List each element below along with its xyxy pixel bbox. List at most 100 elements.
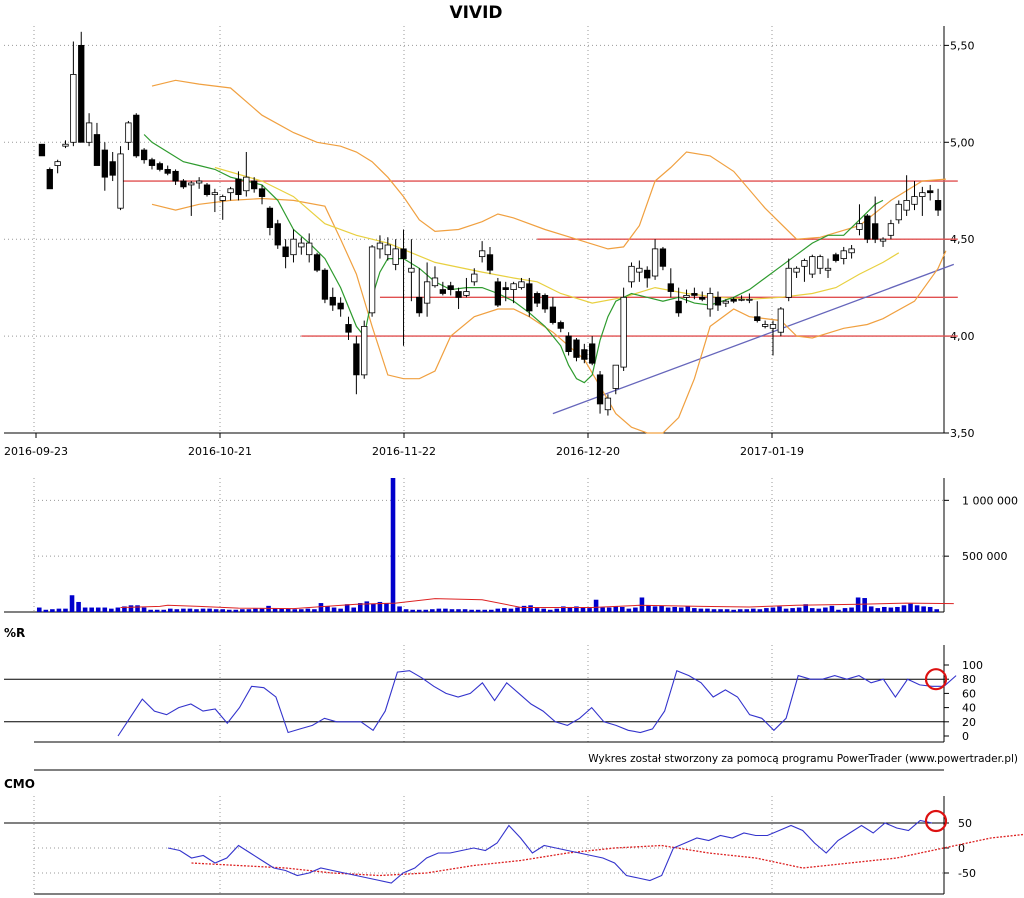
candle-up — [801, 260, 808, 267]
volume-bar — [685, 606, 691, 612]
candle-up — [769, 324, 777, 329]
volume-bar — [122, 606, 127, 612]
volume-bar — [849, 607, 854, 612]
powertrader-credit: Wykres został stworzony za pomocą progra… — [588, 753, 1018, 765]
volume-bar — [167, 608, 173, 612]
volume-bar — [567, 606, 573, 612]
volume-bar — [626, 608, 632, 612]
candle-down — [109, 161, 116, 176]
candle-down — [321, 269, 329, 300]
candle-down — [644, 269, 651, 279]
volume-bar — [587, 608, 592, 612]
price-tick-label: 4,00 — [950, 330, 975, 343]
candle-down — [494, 281, 502, 306]
volume-bar — [279, 608, 284, 612]
candle-up — [368, 246, 376, 314]
candle-down — [691, 293, 698, 296]
candle-down — [38, 143, 46, 157]
candle-up — [887, 223, 895, 236]
candle-down — [266, 207, 274, 228]
volume-bar — [868, 606, 874, 612]
cmo-panel: CMO -50 0 50 — [4, 777, 1024, 895]
volume-bar — [829, 605, 835, 612]
volume-tick-label: 1 000 000 — [962, 494, 1018, 507]
candle-up — [793, 267, 800, 273]
candle-up — [298, 242, 305, 248]
candle-up — [463, 291, 470, 296]
candle-down — [549, 306, 557, 323]
volume-bar — [95, 607, 101, 612]
candle-down — [934, 200, 942, 211]
volume-bar — [305, 608, 311, 612]
volume-bar — [547, 609, 553, 612]
volume-bar — [436, 608, 442, 612]
volume-bar — [842, 608, 848, 612]
date-tick-label: 2016-10-21 — [188, 445, 252, 458]
volume-bar — [135, 605, 140, 612]
volume-bar — [69, 595, 75, 612]
volume-bar — [803, 604, 809, 612]
volume-bar — [233, 609, 239, 612]
volume-bar — [495, 608, 501, 612]
volume-bar — [659, 605, 664, 612]
volume-bar — [816, 608, 822, 612]
volume-bar — [344, 604, 350, 612]
volume-bar — [266, 605, 271, 612]
volume-bar — [148, 609, 153, 612]
volume-bar — [187, 608, 193, 612]
candle-up — [903, 200, 910, 211]
candle-down — [78, 44, 85, 143]
williams-r-tick-label: 20 — [962, 716, 976, 729]
candle-up — [290, 238, 297, 256]
candle-down — [251, 180, 258, 190]
volume-bar — [377, 601, 383, 612]
date-tick-label: 2016-12-20 — [556, 445, 620, 458]
volume-bar — [443, 608, 448, 612]
volume-bar — [521, 605, 527, 612]
sma-short-line — [143, 134, 884, 384]
williams-r-signal-circle — [924, 668, 948, 691]
candle-down — [730, 298, 737, 302]
volume-bar — [541, 608, 546, 612]
volume-bar — [534, 608, 540, 612]
volume-bar — [901, 605, 907, 612]
volume-bar — [181, 608, 186, 612]
candle-up — [188, 182, 195, 186]
volume-bar — [724, 609, 730, 612]
volume-bar — [633, 607, 638, 612]
volume-bar — [764, 608, 769, 612]
volume-bar — [102, 607, 108, 612]
volume-bar — [384, 603, 389, 612]
volume-bar — [796, 607, 802, 612]
volume-bar — [718, 609, 723, 612]
volume-bar — [331, 607, 337, 612]
candle-down — [832, 254, 840, 261]
candle-up — [243, 176, 250, 192]
cmo-tick-label: 0 — [958, 842, 965, 855]
volume-bar — [469, 609, 474, 612]
volume-bar — [272, 608, 278, 612]
candle-up — [683, 294, 690, 298]
volume-bar — [783, 608, 789, 612]
candle-down — [486, 254, 494, 271]
volume-bar — [908, 603, 913, 612]
volume-bar — [154, 609, 160, 612]
williams-r-tick-label: 80 — [962, 673, 976, 686]
volume-bar — [895, 606, 900, 612]
volume-bar — [855, 597, 861, 612]
candle-up — [620, 296, 627, 368]
volume-bar — [325, 606, 330, 612]
candle-up — [510, 283, 517, 290]
volume-bar — [253, 608, 258, 612]
candle-down — [337, 302, 344, 310]
candle-up — [919, 192, 926, 197]
candle-down — [596, 374, 604, 405]
price-tick-label: 3,50 — [950, 427, 975, 440]
volume-bar — [574, 606, 579, 612]
volume-tick-label: 500 000 — [962, 550, 1008, 563]
volume-bar — [862, 598, 867, 612]
candle-down — [447, 285, 454, 290]
candle-up — [361, 326, 368, 376]
candle-down — [274, 223, 281, 246]
volume-bar — [692, 608, 697, 612]
